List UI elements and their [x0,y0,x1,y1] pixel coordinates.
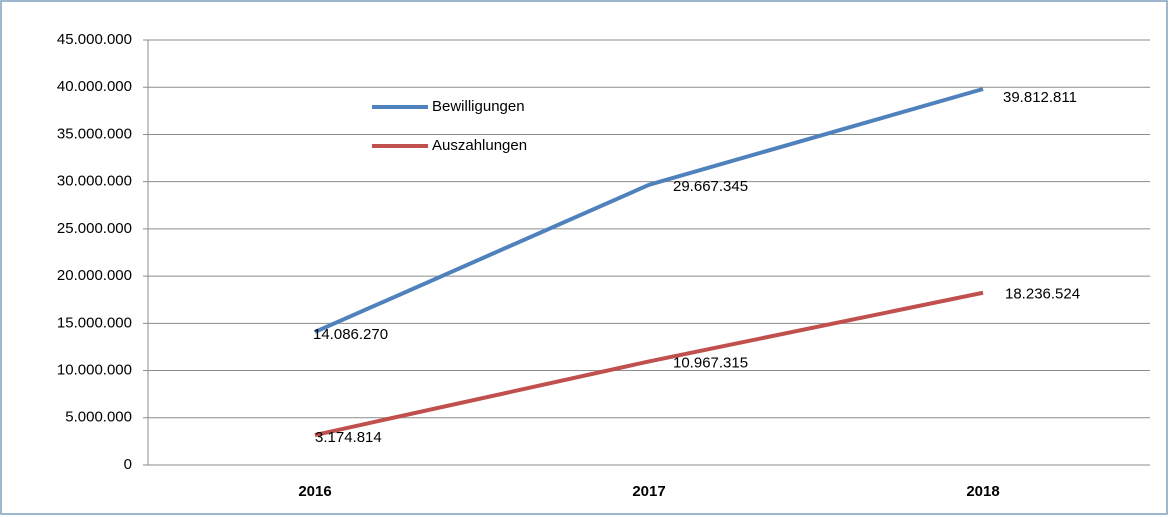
x-tick-label: 2018 [966,483,999,500]
legend-label: Bewilligungen [432,98,525,115]
y-tick-label: 40.000.000 [57,78,132,95]
y-tick-label: 5.000.000 [65,409,132,426]
y-tick-label: 10.000.000 [57,362,132,379]
x-tick-label: 2016 [298,483,331,500]
y-tick-label: 30.000.000 [57,173,132,190]
legend-label: Auszahlungen [432,137,527,154]
y-tick-label: 20.000.000 [57,267,132,284]
data-label: 39.812.811 [1003,89,1077,106]
x-tick-label: 2017 [632,483,665,500]
y-tick-label: 0 [124,456,132,473]
series-line [314,87,984,334]
y-tick-label: 45.000.000 [57,31,132,48]
data-label: 3.174.814 [315,429,382,446]
series-line [314,290,984,437]
y-tick-label: 35.000.000 [57,125,132,142]
data-label: 14.086.270 [313,326,388,343]
data-label: 18.236.524 [1005,286,1080,303]
y-tick-label: 15.000.000 [57,314,132,331]
data-label: 10.967.315 [673,354,748,371]
data-label: 29.667.345 [673,178,748,195]
y-tick-label: 25.000.000 [57,220,132,237]
